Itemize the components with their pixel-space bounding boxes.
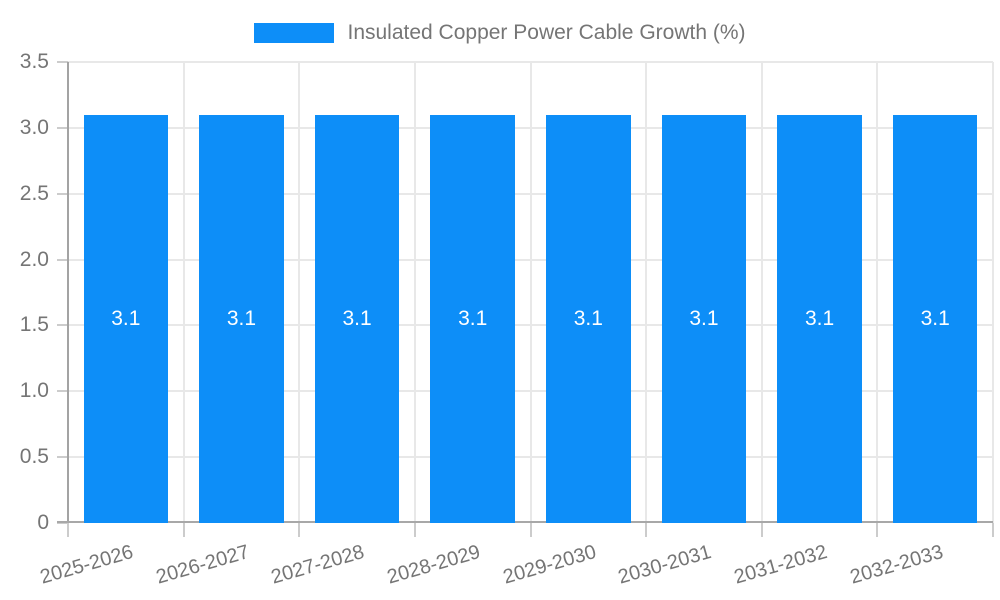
bar: 3.1 [199, 114, 284, 523]
bar-value-label: 3.1 [804, 306, 835, 330]
x-gridline [182, 62, 185, 523]
x-gridline [876, 62, 879, 523]
x-tick-mark [992, 523, 994, 537]
x-tick-mark [645, 523, 648, 537]
bar: 3.1 [430, 114, 515, 523]
y-tick-mark [57, 456, 68, 459]
x-tick-label: 2027-2028 [269, 541, 368, 589]
x-gridline [413, 62, 416, 523]
y-tick-label: 3.5 [19, 50, 49, 73]
y-tick-label: 1.5 [19, 313, 49, 337]
x-gridline [760, 62, 763, 523]
y-axis-line [67, 62, 69, 537]
y-tick-mark [57, 61, 68, 63]
y-tick-label: 2.5 [19, 181, 49, 205]
x-tick-label: 2031-2032 [731, 541, 830, 589]
x-gridline [529, 62, 532, 523]
x-tick-mark [760, 523, 763, 537]
x-axis-line [57, 521, 993, 523]
x-tick-label: 2026-2027 [153, 541, 252, 589]
bar-value-label: 3.1 [920, 306, 950, 330]
x-tick-label: 2032-2033 [847, 541, 946, 589]
y-tick-mark [57, 192, 68, 195]
bar: 3.1 [546, 114, 631, 523]
legend-swatch [254, 23, 335, 43]
bar-value-label: 3.1 [458, 306, 488, 330]
plot-area: 0 0.5 1.0 1.5 2.0 2.5 3.0 3.5 3.1 3.1 3.1 3.1 3.1 3.1… [20, 50, 994, 589]
x-tick-label: 2030-2031 [615, 541, 715, 589]
bar: 3.1 [777, 114, 862, 523]
x-tick-mark [876, 523, 879, 537]
bar-value-label: 3.1 [111, 306, 141, 330]
y-tick-mark [57, 522, 68, 524]
bar-value-label: 3.1 [342, 306, 372, 330]
x-tick-mark [529, 523, 532, 537]
x-tick-label: 2028-2029 [384, 541, 483, 589]
y-tick-mark [57, 324, 68, 327]
bar-value-label: 3.1 [573, 306, 603, 330]
y-tick-label: 0.5 [19, 445, 49, 469]
y-tick-label: 0 [37, 511, 49, 534]
bar: 3.1 [661, 114, 747, 523]
x-tick-mark [67, 523, 69, 537]
legend-label: Insulated Copper Power Cable Growth (%) [347, 21, 746, 44]
x-gridline [298, 62, 301, 523]
x-tick-mark [298, 523, 301, 537]
y-tick-label: 1.0 [19, 379, 49, 403]
bar: 3.1 [314, 114, 400, 523]
x-tick-mark [413, 523, 416, 537]
bar-value-label: 3.1 [226, 306, 257, 330]
x-gridline [992, 62, 994, 523]
x-tick-mark [182, 523, 185, 537]
bar-value-label: 3.1 [689, 306, 719, 330]
y-tick-label: 2.0 [19, 247, 49, 271]
y-tick-label: 3.0 [19, 115, 49, 139]
bar: 3.1 [892, 114, 978, 523]
x-gridline [645, 62, 648, 523]
y-tick-mark [57, 258, 68, 261]
bar: 3.1 [83, 114, 169, 523]
x-tick-label: 2025-2026 [37, 541, 136, 589]
x-tick-label: 2029-2030 [500, 541, 599, 589]
y-tick-mark [57, 390, 68, 393]
legend: Insulated Copper Power Cable Growth (%) [0, 21, 1000, 45]
y-tick-mark [57, 126, 68, 129]
